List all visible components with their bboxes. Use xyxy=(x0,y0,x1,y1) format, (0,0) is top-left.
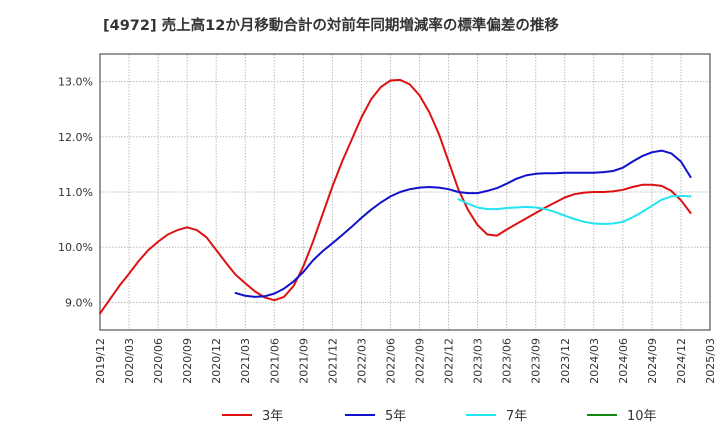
grid-layer xyxy=(99,54,711,330)
x-tick-label: 2021/06 xyxy=(268,338,281,384)
x-tick-label: 2024/09 xyxy=(646,338,659,384)
series-line-2 xyxy=(457,194,692,225)
x-tick-label: 2023/12 xyxy=(559,338,572,384)
x-tick-label: 2020/09 xyxy=(181,338,194,384)
x-tick-label: 2022/12 xyxy=(443,338,456,384)
x-tick-label: 2025/03 xyxy=(704,338,717,384)
x-tick-label: 2021/03 xyxy=(239,338,252,384)
y-tick-label: 12.0% xyxy=(58,131,93,144)
series-line-1 xyxy=(234,149,692,298)
series-layer xyxy=(99,78,692,315)
x-tick-label: 2023/09 xyxy=(530,338,543,384)
x-tick-label: 2024/03 xyxy=(588,338,601,384)
legend: 3年 5年 7年 10年 xyxy=(222,409,657,424)
y-tick-label: 9.0% xyxy=(65,296,93,309)
x-tick-label: 2022/09 xyxy=(414,338,427,384)
x-tick-label: 2022/03 xyxy=(355,338,368,384)
y-tick-label: 10.0% xyxy=(58,241,93,254)
x-tick-label: 2024/12 xyxy=(675,338,688,384)
x-tick-label: 2023/06 xyxy=(501,338,514,384)
x-tick-label: 2021/12 xyxy=(326,338,339,384)
y-tick-label: 13.0% xyxy=(58,76,93,89)
axis-layer: 9.0% 10.0% 11.0% 12.0% 13.0% 2019/12 2020/03 20… xyxy=(58,53,717,384)
x-tick-label: 2019/12 xyxy=(94,338,107,384)
x-tick-label: 2020/03 xyxy=(123,338,136,384)
y-tick-label: 11.0% xyxy=(58,186,93,199)
series-line-0 xyxy=(99,78,692,315)
x-tick-label: 2024/06 xyxy=(617,338,630,384)
legend-label-3: 10年 xyxy=(627,409,657,424)
legend-label-0: 3年 xyxy=(262,409,283,424)
x-tick-label: 2022/06 xyxy=(384,338,397,384)
legend-label-1: 5年 xyxy=(385,409,406,424)
x-tick-label: 2021/09 xyxy=(297,338,310,384)
chart-title: [4972] 売上高12か月移動合計の対前年同期増減率の標準偏差の推移 xyxy=(103,16,559,34)
legend-label-2: 7年 xyxy=(506,409,527,424)
x-tick-label: 2023/03 xyxy=(472,338,485,384)
x-tick-label: 2020/12 xyxy=(210,338,223,384)
x-tick-label: 2020/06 xyxy=(152,338,165,384)
plot-frame xyxy=(99,53,711,331)
